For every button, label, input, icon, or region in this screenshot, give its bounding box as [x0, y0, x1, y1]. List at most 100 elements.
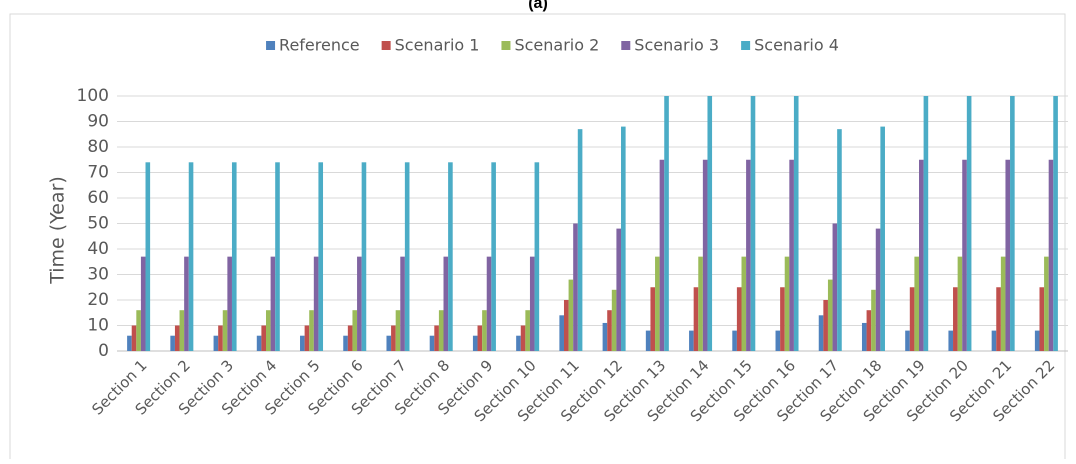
y-axis-title: Time (Year): [47, 176, 69, 285]
bar: [1005, 159, 1011, 351]
bar: [957, 256, 963, 351]
bar: [923, 96, 929, 351]
bar: [732, 330, 737, 351]
legend-label: Reference: [279, 36, 360, 55]
bar: [953, 287, 958, 351]
bar: [222, 310, 228, 351]
bar: [996, 287, 1001, 351]
bar: [832, 223, 838, 351]
bar: [309, 310, 314, 351]
bar: [784, 256, 790, 351]
legend-label: Scenario 1: [395, 36, 480, 55]
y-tick-label: 80: [87, 137, 109, 157]
bar: [179, 310, 185, 351]
bar: [352, 310, 358, 351]
y-tick-label: 0: [98, 341, 109, 361]
bar: [486, 256, 492, 351]
legend-swatch: [501, 41, 511, 50]
bar: [827, 279, 833, 351]
bar: [736, 287, 742, 351]
bar: [616, 228, 622, 351]
bar: [491, 162, 496, 351]
bar: [707, 96, 713, 351]
bar: [780, 287, 785, 351]
bar: [1034, 330, 1040, 351]
bar: [693, 287, 699, 351]
bar: [145, 162, 151, 351]
bar: [866, 310, 872, 351]
bar: [659, 159, 665, 351]
bar: [170, 335, 175, 351]
bar: [300, 335, 305, 351]
bar: [256, 335, 262, 351]
bar: [914, 256, 920, 351]
bar: [534, 162, 540, 351]
legend-label: Scenario 3: [634, 36, 719, 55]
bar: [871, 289, 876, 351]
bar: [823, 300, 828, 351]
bar: [909, 287, 915, 351]
bar: [520, 325, 526, 351]
bar: [563, 300, 569, 351]
bar: [568, 279, 574, 351]
bar: [357, 256, 362, 351]
bar: [655, 256, 660, 351]
legend-swatch: [621, 41, 631, 50]
bar: [837, 129, 842, 351]
bar: [750, 96, 756, 351]
legend-swatch: [741, 41, 751, 50]
bar: [689, 330, 694, 351]
bar: [650, 287, 656, 351]
y-tick-label: 70: [87, 163, 109, 183]
bar: [429, 335, 435, 351]
bar: [991, 330, 997, 351]
bar: [343, 335, 348, 351]
bar: [361, 162, 367, 351]
bar: [611, 289, 617, 351]
bar: [789, 159, 794, 351]
bar: [1010, 96, 1015, 351]
bar: [304, 325, 310, 351]
bar: [174, 325, 180, 351]
bar: [919, 159, 924, 351]
bar: [702, 159, 708, 351]
bar: [525, 310, 530, 351]
bar: [962, 159, 967, 351]
bar: [607, 310, 612, 351]
bar: [875, 228, 881, 351]
bar: [966, 96, 972, 351]
bar: [602, 322, 608, 351]
bar: [270, 256, 276, 351]
bar: [577, 129, 583, 351]
bar: [1000, 256, 1006, 351]
legend-swatch: [381, 41, 391, 50]
bar: [218, 325, 223, 351]
bar: [1039, 287, 1045, 351]
bar: [265, 310, 271, 351]
bar: [861, 322, 867, 351]
y-tick-label: 10: [87, 316, 109, 336]
bar: [698, 256, 703, 351]
chart-title: (a): [528, 0, 548, 12]
bar: [227, 256, 232, 351]
bar: [559, 315, 564, 351]
bar: [438, 310, 444, 351]
bar: [746, 159, 751, 351]
chart-frame: [9, 13, 1066, 464]
bar: [127, 335, 132, 351]
bar: [477, 325, 483, 351]
legend-swatch: [266, 41, 276, 50]
bar: [1044, 256, 1049, 351]
bar: [213, 335, 219, 351]
bar: [775, 330, 781, 351]
bar: [793, 96, 799, 351]
bar: [347, 325, 353, 351]
bar: [621, 126, 626, 351]
bar: [573, 223, 578, 351]
bar: [529, 256, 535, 351]
y-tick-label: 50: [87, 214, 109, 234]
y-tick-label: 40: [87, 239, 109, 259]
y-tick-label: 60: [87, 188, 109, 208]
bar: [818, 315, 824, 351]
bar: [318, 162, 324, 351]
